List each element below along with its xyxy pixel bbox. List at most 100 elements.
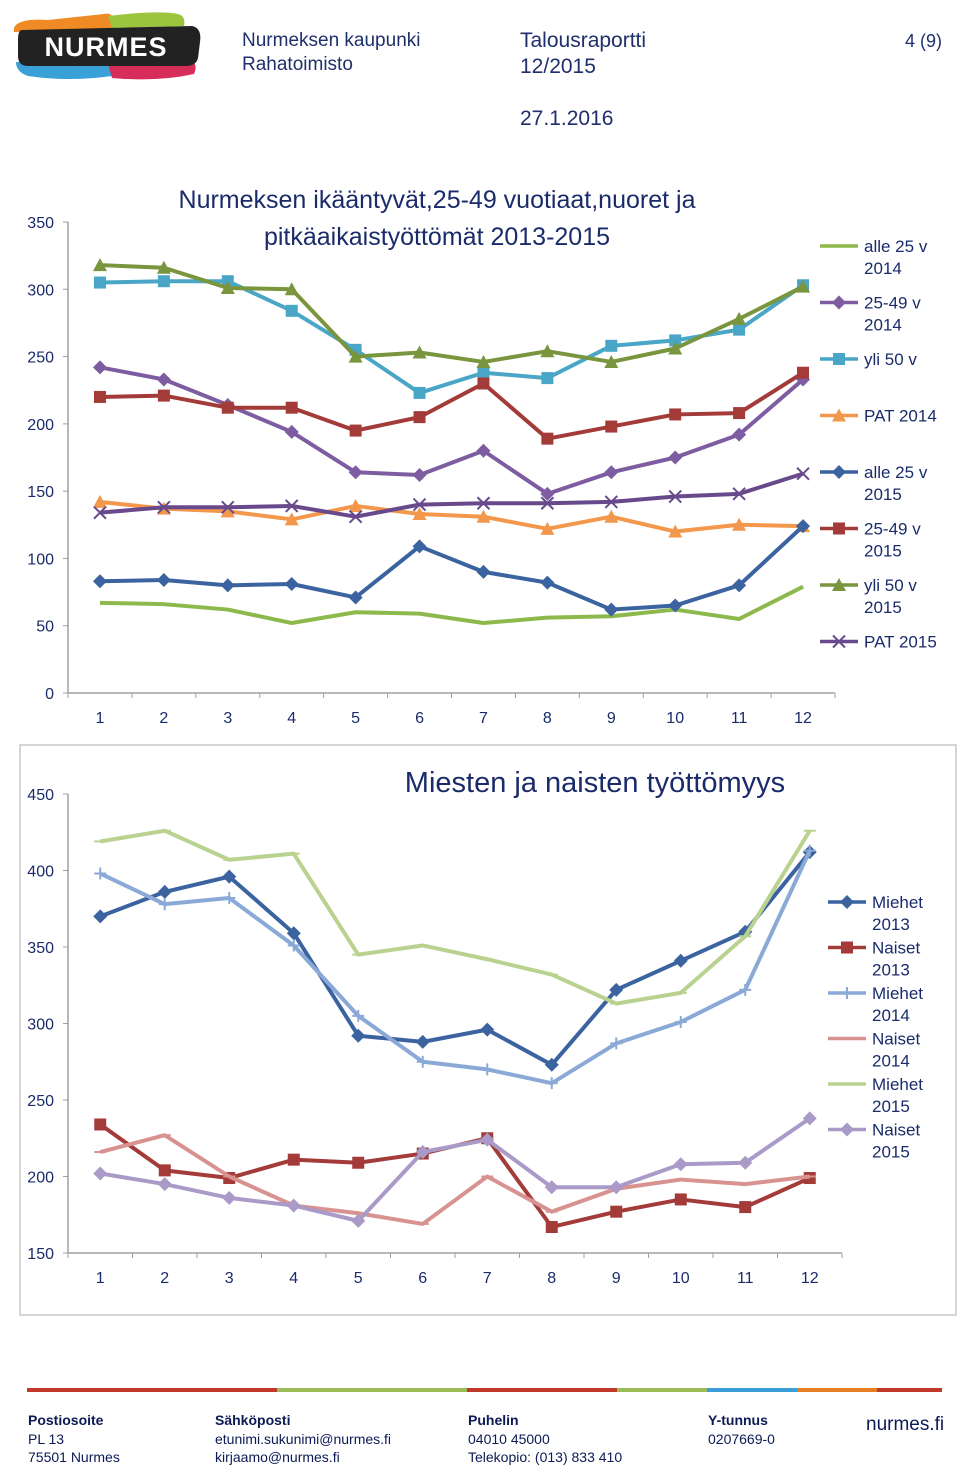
data-point <box>732 487 746 501</box>
data-point <box>802 1111 817 1126</box>
x-tick-label: 11 <box>731 710 748 727</box>
data-point <box>93 276 106 289</box>
data-point <box>733 407 746 420</box>
data-point <box>284 424 299 439</box>
data-point <box>412 507 427 521</box>
data-point <box>412 467 427 482</box>
x-tick-label: 8 <box>543 710 552 727</box>
series-line <box>99 499 804 534</box>
data-point <box>610 1037 623 1050</box>
data-point <box>668 489 682 504</box>
legend-label: Naiset <box>872 939 920 958</box>
data-point <box>668 450 683 465</box>
data-point <box>604 354 619 368</box>
data-point <box>92 494 107 508</box>
data-point <box>476 564 491 579</box>
legend-marker <box>840 1122 854 1137</box>
legend-label: alle 25 v <box>864 463 928 482</box>
footer-email-heading: Sähköposti <box>215 1412 291 1428</box>
data-point <box>415 1034 430 1049</box>
data-point <box>738 1155 753 1170</box>
data-point <box>796 279 811 293</box>
footer-postal-heading: Postiosoite <box>28 1412 104 1428</box>
legend-item: PAT 2015 <box>820 633 937 652</box>
data-point <box>157 389 170 402</box>
data-point <box>609 1180 624 1195</box>
data-point <box>673 1157 688 1172</box>
legend-label-line2: 2015 <box>872 1143 910 1162</box>
series-miehet-2015 <box>94 828 816 1006</box>
x-tick-label: 5 <box>354 1270 363 1287</box>
data-point <box>733 323 746 336</box>
data-point <box>348 349 363 363</box>
legend-label-line2: 2014 <box>872 1006 910 1025</box>
x-tick-label: 10 <box>666 710 684 727</box>
series-line <box>99 828 812 1006</box>
data-point <box>351 1028 366 1043</box>
data-point <box>477 377 490 390</box>
data-point <box>286 1198 301 1213</box>
data-point <box>222 1190 237 1205</box>
legend-item: yli 50 v <box>820 350 917 369</box>
legend-label: Miehet <box>872 984 923 1003</box>
x-tick-label: 1 <box>96 1270 105 1287</box>
y-tick-label: 100 <box>27 551 54 568</box>
data-point <box>544 1180 559 1195</box>
data-point <box>481 1063 494 1076</box>
data-point <box>545 1220 558 1233</box>
footer-businessid-value: 0207669-0 <box>708 1431 775 1447</box>
data-point <box>476 354 491 368</box>
data-point <box>540 344 555 358</box>
data-point <box>220 280 235 294</box>
series-alle-25-v-2014 <box>99 584 804 626</box>
legend-label: Miehet <box>872 893 923 912</box>
y-tick-label: 450 <box>27 787 54 804</box>
legend-item: Miehet 2015 <box>828 1075 923 1116</box>
y-tick-label: 400 <box>27 864 54 881</box>
data-point <box>413 411 426 424</box>
data-point <box>674 1015 687 1028</box>
data-point <box>673 953 688 968</box>
x-tick-label: 4 <box>289 1270 298 1287</box>
x-tick-label: 2 <box>159 710 168 727</box>
y-tick-label: 350 <box>27 940 54 957</box>
data-point <box>222 869 237 884</box>
data-point <box>93 505 107 520</box>
legend-label-line2: 2014 <box>864 316 902 335</box>
x-tick-label: 2 <box>160 1270 169 1287</box>
legend-marker <box>841 941 853 954</box>
y-tick-label: 350 <box>27 215 54 232</box>
series-yli-50-v-2015 <box>92 258 811 368</box>
series-25-49-v-2014 <box>92 360 811 501</box>
chart-men-women: Miesten ja naisten työttömyys 150 200 250 3… <box>19 744 957 1316</box>
data-point <box>415 1145 430 1160</box>
data-point <box>476 496 491 510</box>
legend-label: yli 50 v <box>864 350 917 369</box>
data-point <box>609 982 624 997</box>
data-point <box>604 602 619 617</box>
legend-item: alle 25 v 2015 <box>820 463 928 504</box>
series-25-49-v-2015 <box>93 366 810 445</box>
chart-age-groups: Nurmeksen ikääntyvät,25-49 vuotiaat,nuor… <box>27 186 937 727</box>
legend-marker <box>832 465 846 479</box>
footer-website[interactable]: nurmes.fi <box>866 1414 945 1435</box>
legend-marker <box>832 634 846 649</box>
series-pat-2015 <box>93 466 810 524</box>
footer-fax-line: Telekopio: (013) 833 410 <box>468 1449 623 1465</box>
data-point <box>416 1055 429 1068</box>
data-point <box>93 909 108 924</box>
data-point <box>156 372 171 387</box>
y-tick-label: 250 <box>27 1093 54 1110</box>
data-point <box>348 465 363 480</box>
footer-email-line1[interactable]: etunimi.sukunimi@nurmes.fi <box>215 1431 392 1447</box>
footer-email-line2[interactable]: kirjaamo@nurmes.fi <box>215 1449 340 1465</box>
data-point <box>348 590 363 605</box>
footer-postal-line1: PL 13 <box>28 1431 65 1447</box>
series-line <box>99 1116 811 1223</box>
y-tick-label: 200 <box>27 1170 54 1187</box>
data-point <box>92 360 107 375</box>
x-tick-label: 12 <box>794 710 812 727</box>
data-point <box>220 578 235 593</box>
data-point <box>739 1201 752 1214</box>
data-point <box>287 939 300 952</box>
